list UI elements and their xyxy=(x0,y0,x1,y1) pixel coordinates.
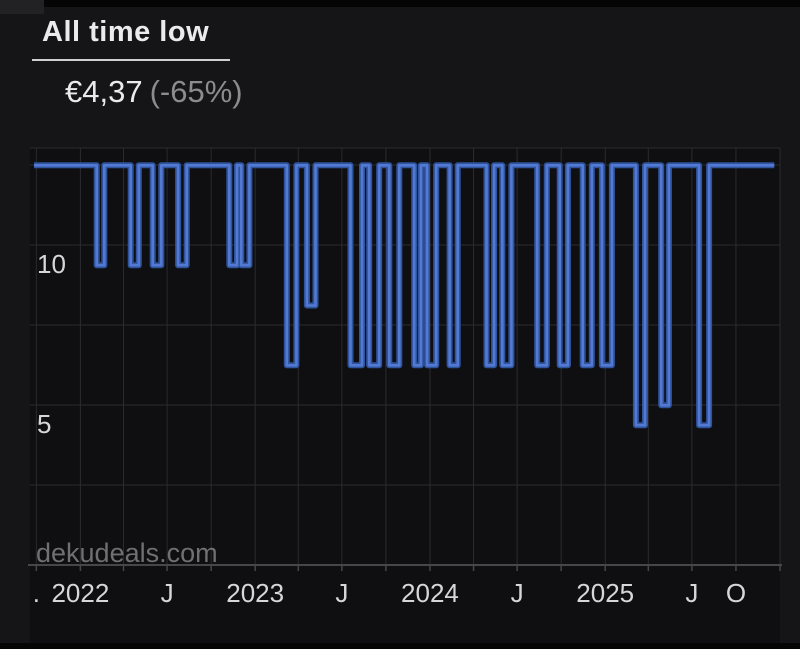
price-line-outline xyxy=(34,162,775,429)
x-tick-label: 2023 xyxy=(226,578,284,608)
all-time-low-row: €4,37 (-65%) xyxy=(65,74,243,110)
x-tick-label: O xyxy=(726,578,746,608)
price-line-group xyxy=(34,162,775,429)
screen-corner-artifact xyxy=(0,0,44,14)
x-tick-label: J xyxy=(511,578,524,608)
x-tick-label: 2022 xyxy=(51,578,109,608)
x-tick-label: 2024 xyxy=(401,578,459,608)
x-tick-label: J xyxy=(685,578,698,608)
x-tick-label: J xyxy=(335,578,348,608)
discount-percent: (-65%) xyxy=(149,74,243,109)
title-underline xyxy=(32,59,230,61)
y-tick-label: 5 xyxy=(37,409,51,439)
x-tick-label: J xyxy=(161,578,174,608)
y-tick-label: 10 xyxy=(37,249,66,279)
all-time-low-price: €4,37 xyxy=(65,74,143,109)
watermark: dekudeals.com xyxy=(36,538,218,568)
chart-title: All time low xyxy=(42,16,210,48)
price-line xyxy=(34,164,775,427)
x-tick-label: 2025 xyxy=(576,578,634,608)
axis-labels: 105. 2022 J 2023 J 2024 J 2025 J O xyxy=(33,249,746,608)
top-letterbox-strip xyxy=(0,0,800,7)
x-tick-label: . xyxy=(33,578,40,608)
bottom-letterbox-strip xyxy=(0,643,800,649)
